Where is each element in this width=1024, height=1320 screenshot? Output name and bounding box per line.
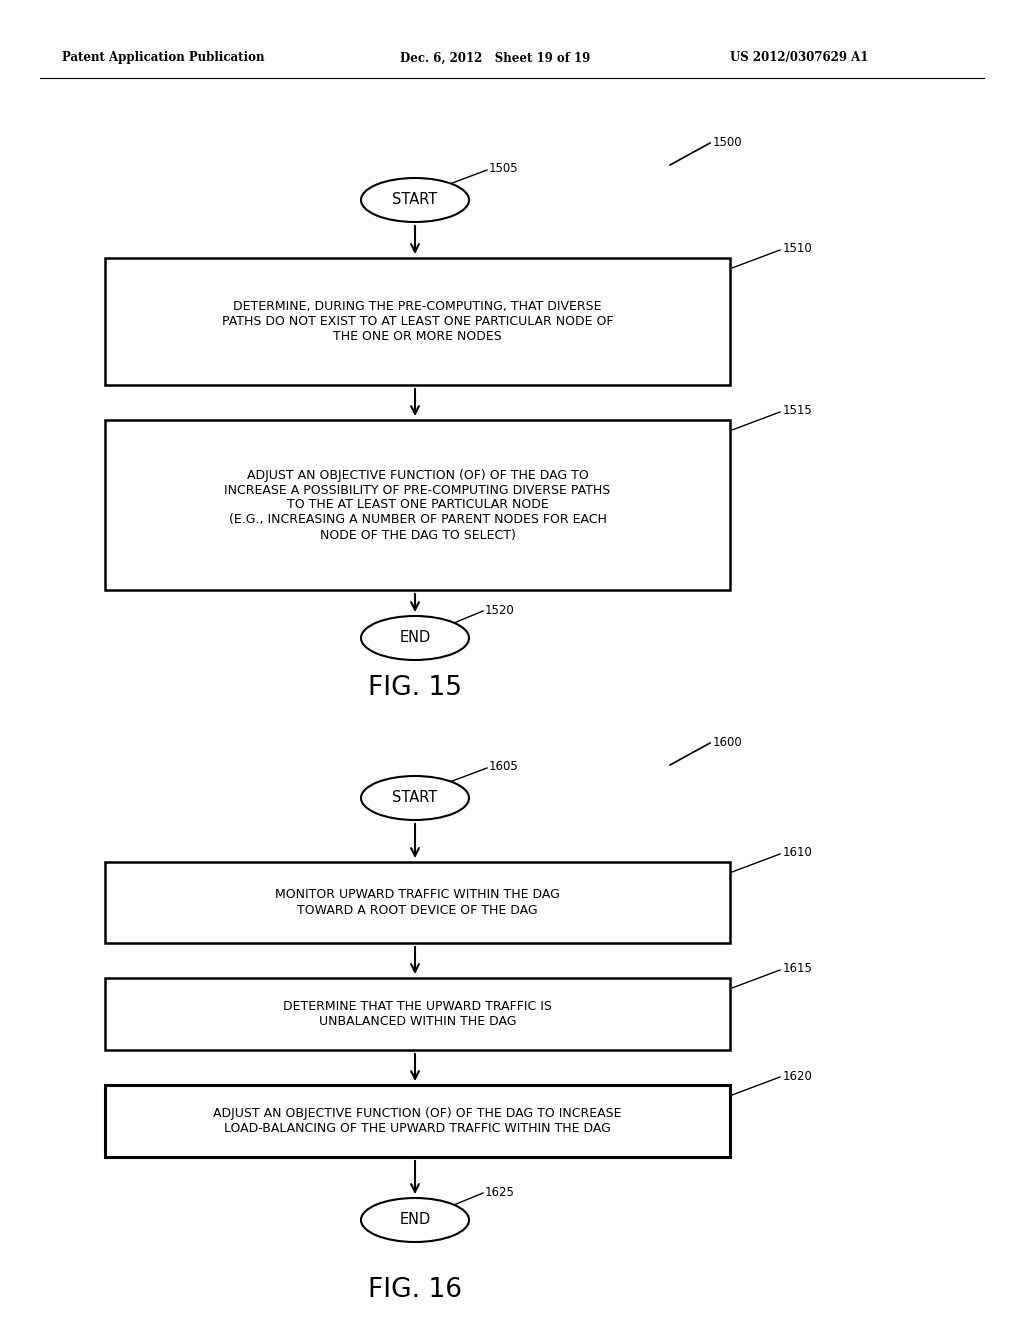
Bar [105, 978, 730, 1049]
Text: FIG. 16: FIG. 16 [368, 1276, 462, 1303]
Text: Patent Application Publication: Patent Application Publication [62, 51, 264, 65]
Text: ADJUST AN OBJECTIVE FUNCTION (OF) OF THE DAG TO
INCREASE A POSSIBILITY OF PRE-CO: ADJUST AN OBJECTIVE FUNCTION (OF) OF THE… [224, 469, 610, 541]
Text: MONITOR UPWARD TRAFFIC WITHIN THE DAG
TOWARD A ROOT DEVICE OF THE DAG: MONITOR UPWARD TRAFFIC WITHIN THE DAG TO… [275, 888, 560, 916]
Text: 1520: 1520 [485, 603, 515, 616]
Text: FIG. 15: FIG. 15 [368, 675, 462, 701]
Ellipse shape [361, 616, 469, 660]
Text: START: START [392, 791, 437, 805]
Text: START: START [392, 193, 437, 207]
Text: 1615: 1615 [783, 962, 813, 975]
Text: DETERMINE THAT THE UPWARD TRAFFIC IS
UNBALANCED WITHIN THE DAG: DETERMINE THAT THE UPWARD TRAFFIC IS UNB… [283, 1001, 552, 1028]
Text: Dec. 6, 2012   Sheet 19 of 19: Dec. 6, 2012 Sheet 19 of 19 [400, 51, 590, 65]
Ellipse shape [361, 1199, 469, 1242]
Text: US 2012/0307629 A1: US 2012/0307629 A1 [730, 51, 868, 65]
Text: 1600: 1600 [713, 737, 742, 750]
Text: 1625: 1625 [485, 1185, 515, 1199]
Text: END: END [399, 1213, 431, 1228]
Text: 1605: 1605 [489, 760, 519, 774]
Text: 1505: 1505 [489, 162, 518, 176]
Text: 1510: 1510 [783, 243, 813, 256]
Bar [105, 420, 730, 590]
Text: 1620: 1620 [783, 1069, 813, 1082]
Text: ADJUST AN OBJECTIVE FUNCTION (OF) OF THE DAG TO INCREASE
LOAD-BALANCING OF THE U: ADJUST AN OBJECTIVE FUNCTION (OF) OF THE… [213, 1107, 622, 1135]
Bar [105, 1085, 730, 1158]
Text: 1515: 1515 [783, 404, 813, 417]
Bar [105, 862, 730, 942]
Ellipse shape [361, 178, 469, 222]
Text: END: END [399, 631, 431, 645]
Ellipse shape [361, 776, 469, 820]
Text: 1500: 1500 [713, 136, 742, 149]
Text: DETERMINE, DURING THE PRE-COMPUTING, THAT DIVERSE
PATHS DO NOT EXIST TO AT LEAST: DETERMINE, DURING THE PRE-COMPUTING, THA… [222, 300, 613, 343]
Bar [105, 257, 730, 385]
Text: 1610: 1610 [783, 846, 813, 859]
